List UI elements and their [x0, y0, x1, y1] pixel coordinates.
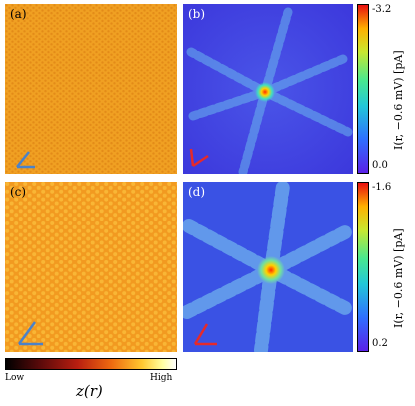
- colorbar-bottom-axis-label: I(r, −0.6 mV) [pA]: [392, 228, 405, 328]
- panel-a-topography: (a): [5, 4, 177, 174]
- arrow-axes-c: [17, 321, 43, 346]
- arrow-axes-d: [193, 323, 217, 346]
- topography-image-c: [5, 182, 177, 352]
- height-colorbar-high: High: [150, 373, 173, 383]
- arrow-axes-b: [189, 148, 209, 168]
- colorbar-top-max: -3.2: [372, 4, 392, 15]
- panel-label-b: (b): [188, 7, 206, 21]
- current-map-d: [183, 182, 353, 352]
- arrow-axes-a: [16, 151, 35, 169]
- colorbar-top-axis-label: I(r, −0.6 mV) [pA]: [392, 50, 405, 150]
- current-map-b: [183, 4, 353, 174]
- height-colorbar: [5, 358, 177, 370]
- height-colorbar-low: Low: [5, 373, 25, 383]
- colorbar-bottom-min: 0.2: [372, 338, 388, 349]
- colorbar-bottom: [357, 182, 369, 352]
- colorbar-top-min: 0.0: [372, 160, 388, 171]
- panel-c-topography: (c): [5, 182, 177, 352]
- panel-label-c: (c): [10, 185, 27, 199]
- panel-d-current-map: (d): [183, 182, 353, 352]
- panel-label-a: (a): [10, 7, 27, 21]
- height-colorbar-axis-label: z(r): [76, 382, 103, 400]
- topography-image-a: [5, 4, 177, 174]
- panel-label-d: (d): [188, 185, 206, 199]
- colorbar-bottom-max: -1.6: [372, 182, 392, 193]
- colorbar-top: [357, 4, 369, 174]
- panel-b-current-map: (b): [183, 4, 353, 174]
